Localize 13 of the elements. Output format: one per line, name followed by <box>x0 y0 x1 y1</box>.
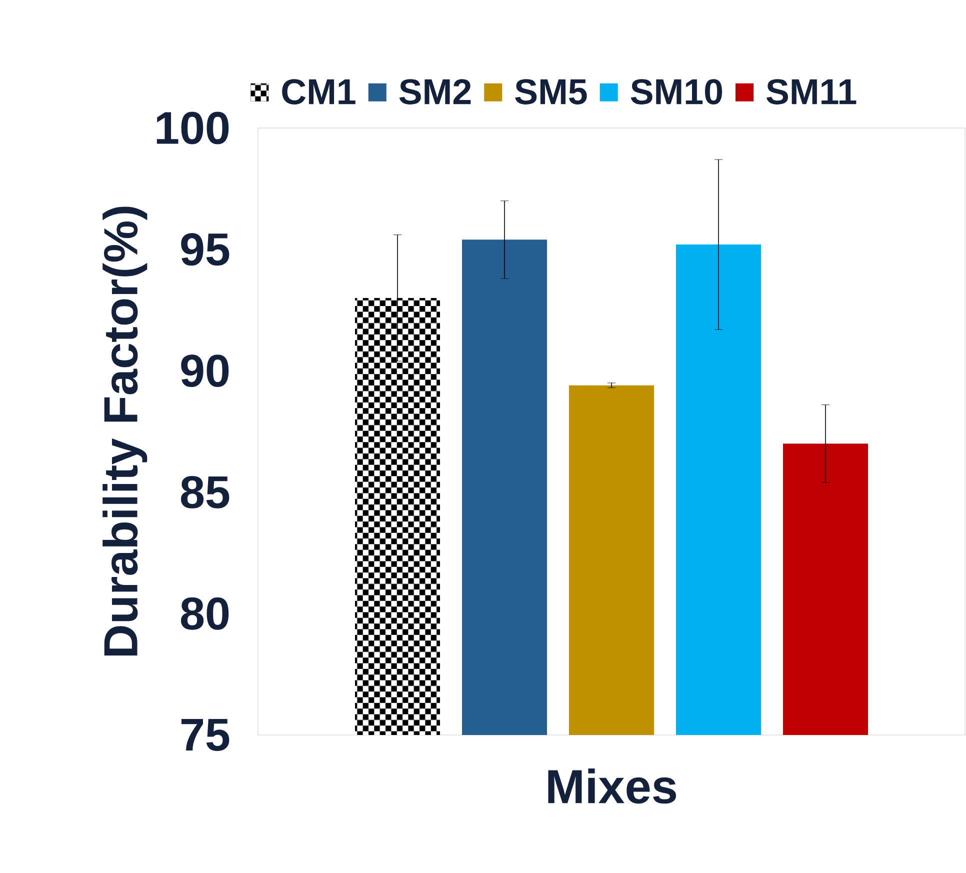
y-tick-label: 80 <box>180 597 229 630</box>
y-tick-label: 85 <box>180 476 230 508</box>
y-tick-label: 90 <box>181 354 229 388</box>
legend-label: SM5 <box>515 79 587 104</box>
y-tick-label: 95 <box>181 233 230 266</box>
x-axis-title: Mixes <box>548 768 676 804</box>
legend-label: SM10 <box>630 79 722 104</box>
y-tick-label: 75 <box>181 719 230 751</box>
legend-label: SM2 <box>399 79 471 104</box>
y-tick-label: 100 <box>156 112 229 144</box>
legend-label: CM1 <box>282 79 356 104</box>
legend-label: SM11 <box>766 79 856 104</box>
y-axis-title: Durability Factor(%) <box>102 206 148 656</box>
